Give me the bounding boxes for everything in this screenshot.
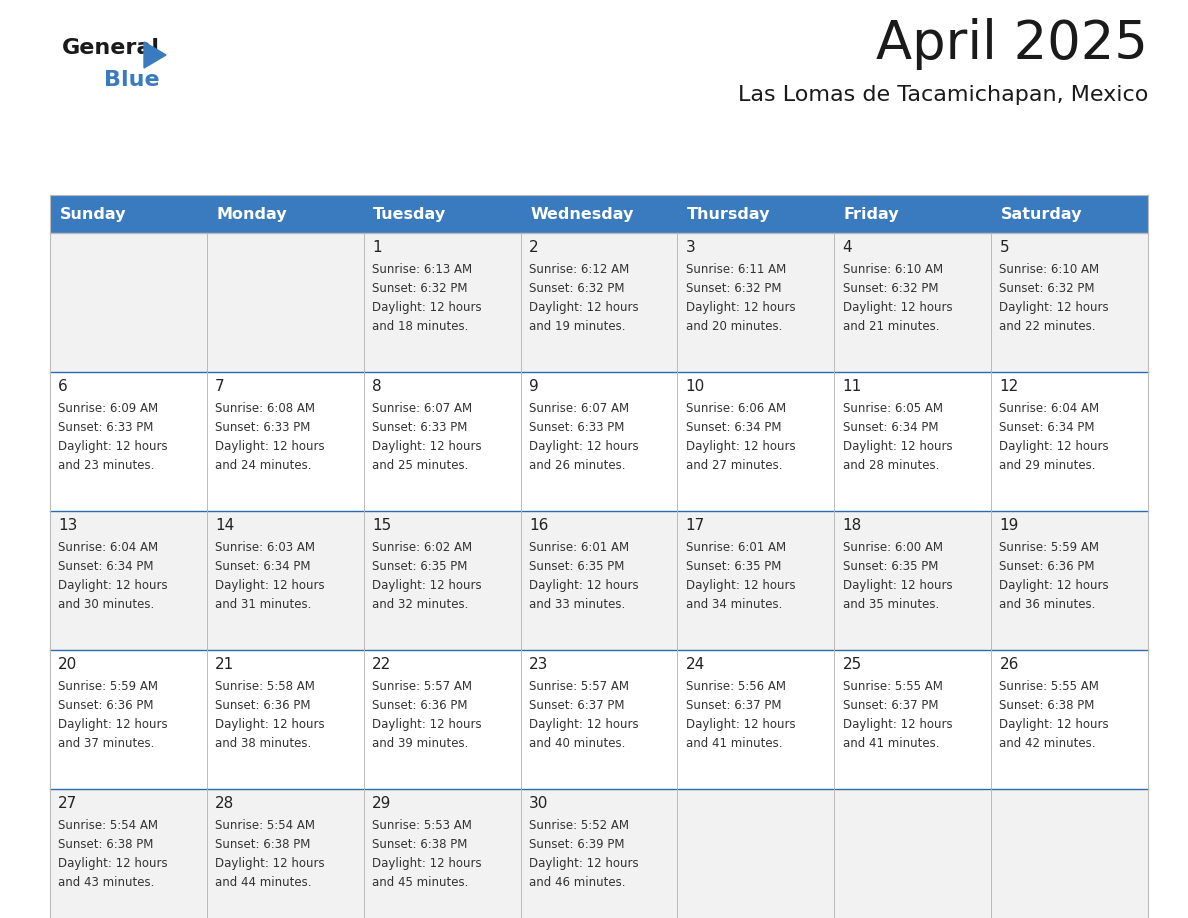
Bar (50, 233, 1148, 372)
Text: Sunrise: 6:10 AM
Sunset: 6:32 PM
Daylight: 12 hours
and 22 minutes.: Sunrise: 6:10 AM Sunset: 6:32 PM Dayligh… (999, 263, 1110, 333)
Text: Sunrise: 6:04 AM
Sunset: 6:34 PM
Daylight: 12 hours
and 29 minutes.: Sunrise: 6:04 AM Sunset: 6:34 PM Dayligh… (999, 402, 1110, 472)
Text: Tuesday: Tuesday (373, 207, 447, 221)
Text: 7: 7 (215, 379, 225, 395)
Bar (50, 511, 1148, 650)
Text: Sunrise: 6:05 AM
Sunset: 6:34 PM
Daylight: 12 hours
and 28 minutes.: Sunrise: 6:05 AM Sunset: 6:34 PM Dayligh… (842, 402, 953, 472)
Bar (50, 789, 1148, 918)
Text: Sunrise: 6:08 AM
Sunset: 6:33 PM
Daylight: 12 hours
and 24 minutes.: Sunrise: 6:08 AM Sunset: 6:33 PM Dayligh… (215, 402, 324, 472)
Text: Sunrise: 6:07 AM
Sunset: 6:33 PM
Daylight: 12 hours
and 25 minutes.: Sunrise: 6:07 AM Sunset: 6:33 PM Dayligh… (372, 402, 481, 472)
Text: Sunrise: 6:01 AM
Sunset: 6:35 PM
Daylight: 12 hours
and 34 minutes.: Sunrise: 6:01 AM Sunset: 6:35 PM Dayligh… (685, 542, 796, 611)
Text: Sunrise: 6:01 AM
Sunset: 6:35 PM
Daylight: 12 hours
and 33 minutes.: Sunrise: 6:01 AM Sunset: 6:35 PM Dayligh… (529, 542, 638, 611)
Text: Blue: Blue (105, 70, 159, 90)
Text: Sunday: Sunday (59, 207, 126, 221)
Text: Sunrise: 6:03 AM
Sunset: 6:34 PM
Daylight: 12 hours
and 31 minutes.: Sunrise: 6:03 AM Sunset: 6:34 PM Dayligh… (215, 542, 324, 611)
Text: Sunrise: 6:12 AM
Sunset: 6:32 PM
Daylight: 12 hours
and 19 minutes.: Sunrise: 6:12 AM Sunset: 6:32 PM Dayligh… (529, 263, 638, 333)
Text: Monday: Monday (216, 207, 287, 221)
Text: 29: 29 (372, 796, 391, 812)
Text: 28: 28 (215, 796, 234, 812)
Text: 8: 8 (372, 379, 381, 395)
Text: 2: 2 (529, 241, 538, 255)
Text: 18: 18 (842, 519, 861, 533)
Text: Sunrise: 6:10 AM
Sunset: 6:32 PM
Daylight: 12 hours
and 21 minutes.: Sunrise: 6:10 AM Sunset: 6:32 PM Dayligh… (842, 263, 953, 333)
Text: Sunrise: 6:00 AM
Sunset: 6:35 PM
Daylight: 12 hours
and 35 minutes.: Sunrise: 6:00 AM Sunset: 6:35 PM Dayligh… (842, 542, 953, 611)
Text: 5: 5 (999, 241, 1009, 255)
Text: 15: 15 (372, 519, 391, 533)
Text: 14: 14 (215, 519, 234, 533)
Text: 27: 27 (58, 796, 77, 812)
Text: Sunrise: 5:58 AM
Sunset: 6:36 PM
Daylight: 12 hours
and 38 minutes.: Sunrise: 5:58 AM Sunset: 6:36 PM Dayligh… (215, 680, 324, 750)
Text: Sunrise: 5:56 AM
Sunset: 6:37 PM
Daylight: 12 hours
and 41 minutes.: Sunrise: 5:56 AM Sunset: 6:37 PM Dayligh… (685, 680, 796, 750)
Text: Sunrise: 5:53 AM
Sunset: 6:38 PM
Daylight: 12 hours
and 45 minutes.: Sunrise: 5:53 AM Sunset: 6:38 PM Dayligh… (372, 819, 481, 890)
Text: Sunrise: 5:59 AM
Sunset: 6:36 PM
Daylight: 12 hours
and 36 minutes.: Sunrise: 5:59 AM Sunset: 6:36 PM Dayligh… (999, 542, 1110, 611)
Text: Sunrise: 5:57 AM
Sunset: 6:37 PM
Daylight: 12 hours
and 40 minutes.: Sunrise: 5:57 AM Sunset: 6:37 PM Dayligh… (529, 680, 638, 750)
Text: 3: 3 (685, 241, 695, 255)
Text: Sunrise: 5:55 AM
Sunset: 6:38 PM
Daylight: 12 hours
and 42 minutes.: Sunrise: 5:55 AM Sunset: 6:38 PM Dayligh… (999, 680, 1110, 750)
Text: Sunrise: 6:09 AM
Sunset: 6:33 PM
Daylight: 12 hours
and 23 minutes.: Sunrise: 6:09 AM Sunset: 6:33 PM Dayligh… (58, 402, 168, 472)
Text: Sunrise: 6:06 AM
Sunset: 6:34 PM
Daylight: 12 hours
and 27 minutes.: Sunrise: 6:06 AM Sunset: 6:34 PM Dayligh… (685, 402, 796, 472)
Text: 30: 30 (529, 796, 549, 812)
Text: 9: 9 (529, 379, 538, 395)
Bar (50, 650, 1148, 789)
Text: 20: 20 (58, 657, 77, 672)
Text: 10: 10 (685, 379, 704, 395)
Text: 13: 13 (58, 519, 77, 533)
Text: Sunrise: 6:13 AM
Sunset: 6:32 PM
Daylight: 12 hours
and 18 minutes.: Sunrise: 6:13 AM Sunset: 6:32 PM Dayligh… (372, 263, 481, 333)
Text: Friday: Friday (843, 207, 899, 221)
Text: 26: 26 (999, 657, 1019, 672)
Bar (50, 195, 1148, 233)
Text: Sunrise: 5:52 AM
Sunset: 6:39 PM
Daylight: 12 hours
and 46 minutes.: Sunrise: 5:52 AM Sunset: 6:39 PM Dayligh… (529, 819, 638, 890)
Text: Sunrise: 6:02 AM
Sunset: 6:35 PM
Daylight: 12 hours
and 32 minutes.: Sunrise: 6:02 AM Sunset: 6:35 PM Dayligh… (372, 542, 481, 611)
Text: Las Lomas de Tacamichapan, Mexico: Las Lomas de Tacamichapan, Mexico (738, 85, 1148, 105)
Text: Sunrise: 6:07 AM
Sunset: 6:33 PM
Daylight: 12 hours
and 26 minutes.: Sunrise: 6:07 AM Sunset: 6:33 PM Dayligh… (529, 402, 638, 472)
Text: Sunrise: 5:59 AM
Sunset: 6:36 PM
Daylight: 12 hours
and 37 minutes.: Sunrise: 5:59 AM Sunset: 6:36 PM Dayligh… (58, 680, 168, 750)
Text: Saturday: Saturday (1000, 207, 1082, 221)
Text: 12: 12 (999, 379, 1018, 395)
Text: Sunrise: 5:57 AM
Sunset: 6:36 PM
Daylight: 12 hours
and 39 minutes.: Sunrise: 5:57 AM Sunset: 6:36 PM Dayligh… (372, 680, 481, 750)
Text: 16: 16 (529, 519, 549, 533)
Text: 6: 6 (58, 379, 68, 395)
Text: 24: 24 (685, 657, 704, 672)
Text: 4: 4 (842, 241, 852, 255)
Text: 21: 21 (215, 657, 234, 672)
Text: Sunrise: 6:11 AM
Sunset: 6:32 PM
Daylight: 12 hours
and 20 minutes.: Sunrise: 6:11 AM Sunset: 6:32 PM Dayligh… (685, 263, 796, 333)
Text: 22: 22 (372, 657, 391, 672)
Text: Sunrise: 5:55 AM
Sunset: 6:37 PM
Daylight: 12 hours
and 41 minutes.: Sunrise: 5:55 AM Sunset: 6:37 PM Dayligh… (842, 680, 953, 750)
Text: 1: 1 (372, 241, 381, 255)
Text: Wednesday: Wednesday (530, 207, 633, 221)
Text: General: General (62, 38, 160, 58)
Bar (50, 372, 1148, 511)
Text: Sunrise: 6:04 AM
Sunset: 6:34 PM
Daylight: 12 hours
and 30 minutes.: Sunrise: 6:04 AM Sunset: 6:34 PM Dayligh… (58, 542, 168, 611)
Text: 23: 23 (529, 657, 549, 672)
Text: 25: 25 (842, 657, 861, 672)
Text: Sunrise: 5:54 AM
Sunset: 6:38 PM
Daylight: 12 hours
and 43 minutes.: Sunrise: 5:54 AM Sunset: 6:38 PM Dayligh… (58, 819, 168, 890)
Text: 19: 19 (999, 519, 1019, 533)
Text: Sunrise: 5:54 AM
Sunset: 6:38 PM
Daylight: 12 hours
and 44 minutes.: Sunrise: 5:54 AM Sunset: 6:38 PM Dayligh… (215, 819, 324, 890)
Text: 17: 17 (685, 519, 704, 533)
Text: Thursday: Thursday (687, 207, 771, 221)
Polygon shape (144, 42, 166, 68)
Text: 11: 11 (842, 379, 861, 395)
Text: April 2025: April 2025 (876, 18, 1148, 70)
